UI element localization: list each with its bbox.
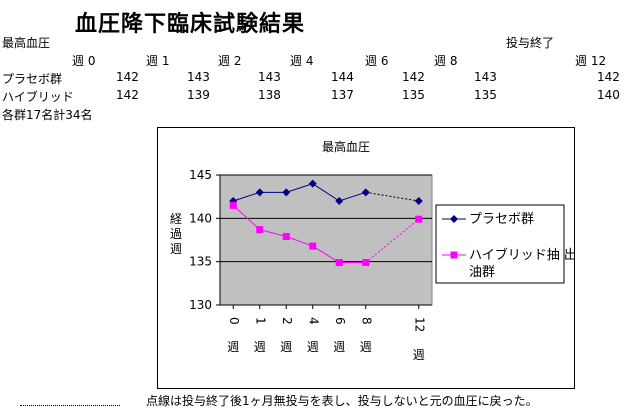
x-tick-label: 0 (227, 317, 241, 325)
x-tick-label-week: 週 (254, 340, 266, 354)
table-cell: 139 (187, 88, 210, 102)
chart-title: 最高血圧 (322, 139, 370, 154)
legend-label: プラセボ群 (469, 212, 534, 227)
y-tick-label: 140 (189, 211, 212, 225)
data-point (361, 188, 370, 197)
footnote: 点線は投与終了後1ヶ月無投与を表し、投与しないと元の血圧に戻った。 (146, 394, 538, 408)
group-count-note: 各群17名計34名 (2, 108, 93, 122)
y-tick-label: 135 (189, 255, 212, 269)
table-header-week1: 週 1 (146, 54, 170, 68)
series-line-dashed (365, 218, 420, 263)
table-header-week4: 週 4 (290, 54, 314, 68)
series-line (232, 204, 366, 264)
legend-label: 油群 (469, 265, 495, 280)
x-tick-label-week: 週 (307, 340, 319, 354)
series-line (233, 183, 366, 202)
table-cell: 135 (402, 88, 425, 102)
table-cell: 142 (597, 70, 620, 84)
end-of-dosing-label: 投与終了 (506, 36, 555, 50)
dotted-line-sample (20, 405, 120, 406)
table-cell: 135 (474, 88, 497, 102)
table-header-week12: 週 12 (575, 54, 607, 68)
table-header-week8: 週 8 (434, 54, 458, 68)
table-cell: 138 (258, 88, 281, 102)
x-tick-label: 12 (412, 317, 426, 332)
table-row-name-placebo: プラセボ群 (2, 72, 63, 86)
legend (435, 204, 565, 284)
x-tick-label: 1 (253, 317, 267, 325)
data-point (362, 259, 370, 267)
table-cell: 142 (402, 70, 425, 84)
series-line-dashed (365, 191, 419, 202)
table-cell: 137 (331, 88, 354, 102)
data-point (335, 259, 343, 267)
y-axis-label: 経 (170, 212, 182, 226)
x-tick-label-week: 週 (333, 340, 345, 354)
line-chart: 最高血圧130135140145経過週0週1週2週4週6週8週12週プラセボ群ハ… (170, 139, 577, 362)
x-tick-label-week: 週 (227, 340, 239, 354)
data-point (282, 188, 291, 197)
x-tick-label: 4 (306, 317, 320, 325)
table-cell: 142 (116, 70, 139, 84)
data-point (415, 215, 423, 223)
data-point (256, 226, 264, 234)
table-row-name-hybrid: ハイブリッド (2, 90, 74, 104)
plot-area (219, 174, 433, 306)
data-point (414, 197, 423, 205)
x-tick-label: 2 (280, 317, 294, 325)
x-tick-label: 8 (359, 317, 373, 325)
table-cell: 143 (187, 70, 210, 84)
table-header-week2: 週 2 (218, 54, 242, 68)
x-tick-label-week: 週 (280, 340, 292, 354)
table-cell: 144 (331, 70, 354, 84)
table-cell: 140 (597, 88, 620, 102)
x-tick-label-week: 週 (413, 348, 425, 362)
table-cell: 142 (116, 88, 139, 102)
y-tick-label: 145 (189, 168, 212, 182)
x-tick-label-week: 週 (360, 340, 372, 354)
legend-marker (450, 215, 458, 223)
y-axis-label: 過 (170, 227, 182, 241)
table-header-week6: 週 6 (365, 54, 389, 68)
data-point (282, 233, 290, 241)
page-title: 血圧降下臨床試験結果 (75, 12, 306, 37)
y-axis-label: 週 (170, 242, 182, 256)
data-point (255, 188, 264, 197)
table-label: 最高血圧 (2, 36, 51, 50)
legend-label: ハイブリッド抽 出 (469, 247, 574, 263)
data-point (308, 179, 317, 188)
chart-container: 最高血圧 130 135 140 145 経過週 0 週 1 週 2 週 4 週 6 週 8 週 12 週プラセボ群ハ… (157, 127, 577, 389)
y-tick-label: 130 (189, 298, 212, 312)
data-point (229, 201, 237, 209)
table-cell: 143 (474, 70, 497, 84)
legend-marker (450, 251, 458, 259)
x-tick-label: 6 (333, 317, 347, 325)
table-header-week0: 週 0 (72, 54, 96, 68)
table-cell: 143 (258, 70, 281, 84)
data-point (309, 242, 317, 250)
data-point (335, 197, 344, 205)
